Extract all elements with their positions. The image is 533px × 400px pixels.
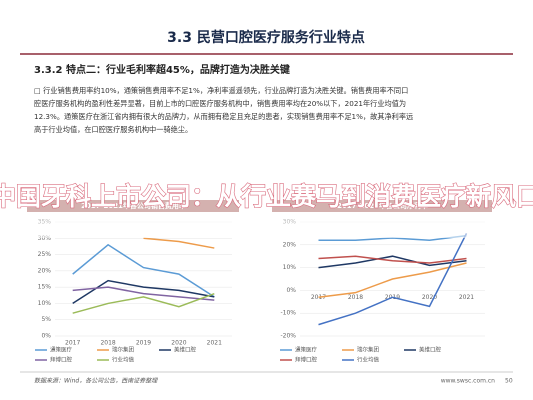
- legend-label: 拜博口腔: [50, 356, 73, 364]
- x-tick-label: 2020: [171, 340, 186, 347]
- legend-label: 通策医疗: [50, 346, 73, 354]
- y-tick-label: 10%: [38, 300, 52, 307]
- site: www.swsc.com.cn: [441, 378, 495, 385]
- x-tick-label: 2021: [459, 294, 474, 301]
- series-line: [318, 262, 467, 298]
- x-tick-label: 2021: [207, 340, 222, 347]
- legend-label: 行业均值: [357, 356, 380, 364]
- series-line: [318, 233, 468, 326]
- page-number: 50: [505, 378, 513, 385]
- y-tick-label: 20%: [283, 241, 297, 248]
- y-tick-label: 15%: [38, 284, 52, 291]
- overlay-band: [0, 158, 533, 238]
- series-line: [72, 243, 215, 298]
- series-line: [318, 255, 467, 269]
- y-tick-label: 20%: [38, 267, 52, 274]
- overlay-title: 中国牙科上市公司：从行业赛马到消费医疗新风口: [0, 182, 533, 211]
- paragraph-line: 12.3%。通策医疗在浙江省内拥有很大的品牌力，从而拥有稳定且充足的患者，实现销…: [34, 112, 413, 121]
- legend-label: 瑞尔集团: [357, 346, 380, 354]
- paragraph-line: □ 行业销售费用率约10%，通策销售费用率不足1%，净利率遥遥领先，行业品牌打造…: [34, 86, 408, 95]
- series-line: [318, 255, 467, 264]
- paragraph-line: 腔医疗服务机构的盈利性差异显著，目前上市的口腔医疗服务机构中，销售费用率均在20…: [34, 99, 406, 108]
- title: 3.3 民营口腔医疗服务行业特点: [167, 29, 365, 46]
- source: 数据来源：Wind，各公司公告，西南证券整理: [34, 377, 158, 385]
- y-tick-label: 25%: [38, 251, 52, 258]
- subtitle: 3.3.2 特点二：行业毛利率超45%，品牌打造为决胜关键: [34, 63, 291, 76]
- legend-label: 美维口腔: [174, 346, 197, 354]
- series-line: [72, 286, 215, 301]
- y-tick-label: -10%: [280, 310, 296, 317]
- series-line: [72, 292, 215, 314]
- y-tick-label: 5%: [41, 316, 51, 323]
- x-tick-label: 2017: [65, 340, 80, 347]
- y-tick-label: -20%: [280, 333, 296, 340]
- paragraph-line: 高于行业均值，在口腔医疗服务机构中一骑绝尘。: [34, 125, 192, 134]
- y-tick-label: 10%: [283, 264, 297, 271]
- legend-label: 行业均值: [112, 356, 135, 364]
- legend-label: 瑞尔集团: [112, 346, 135, 354]
- legend-label: 美维口腔: [419, 346, 442, 354]
- x-tick-label: 2019: [136, 340, 151, 347]
- x-tick-label: 2018: [348, 294, 363, 301]
- y-tick-label: 30%: [38, 235, 52, 242]
- x-tick-label: 2018: [100, 340, 115, 347]
- x-tick-label: 2020: [422, 294, 437, 301]
- series-line: [143, 237, 215, 249]
- y-tick-label: 0%: [286, 287, 296, 294]
- legend-label: 拜博口腔: [295, 356, 318, 364]
- y-tick-label: 0%: [41, 333, 51, 340]
- legend-label: 通策医疗: [295, 346, 318, 354]
